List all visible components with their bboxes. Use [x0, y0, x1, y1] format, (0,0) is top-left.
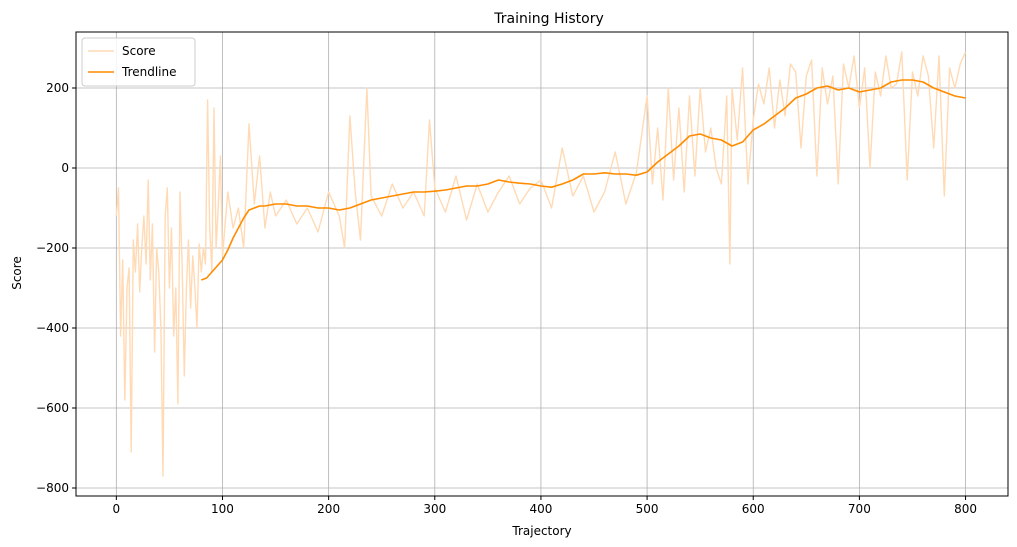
- x-tick-label: 100: [211, 502, 234, 516]
- plot-frame: [75, 31, 1009, 497]
- y-tick-label: 200: [46, 81, 69, 95]
- x-tick-label: 0: [113, 502, 121, 516]
- legend-label: Score: [122, 44, 156, 58]
- y-axis: −800 −600 −400 −200 0 200: [36, 81, 76, 495]
- x-axis-label: Trajectory: [511, 524, 571, 538]
- x-tick-label: 400: [529, 502, 552, 516]
- grid: [76, 32, 1008, 496]
- chart-title: Training History: [493, 11, 604, 27]
- y-tick-label: −400: [36, 321, 69, 335]
- x-tick-label: 700: [848, 502, 871, 516]
- y-axis-label: Score: [10, 256, 24, 290]
- legend-label: Trendline: [121, 65, 177, 79]
- y-tick-label: −800: [36, 481, 69, 495]
- x-tick-label: 300: [423, 502, 446, 516]
- y-tick-label: −600: [36, 401, 69, 415]
- x-tick-label: 500: [636, 502, 659, 516]
- legend-box: [81, 37, 196, 87]
- series-layer: [115, 51, 967, 477]
- legend: Score Trendline: [81, 37, 196, 87]
- series-line-trendline: [201, 79, 966, 281]
- x-tick-label: 200: [317, 502, 340, 516]
- series-line-score: [115, 51, 967, 477]
- y-tick-label: 0: [61, 161, 69, 175]
- y-tick-label: −200: [36, 241, 69, 255]
- x-tick-label: 600: [742, 502, 765, 516]
- x-axis: 0 100 200 300 400 500 600 700 800: [113, 496, 977, 516]
- x-tick-label: 800: [954, 502, 977, 516]
